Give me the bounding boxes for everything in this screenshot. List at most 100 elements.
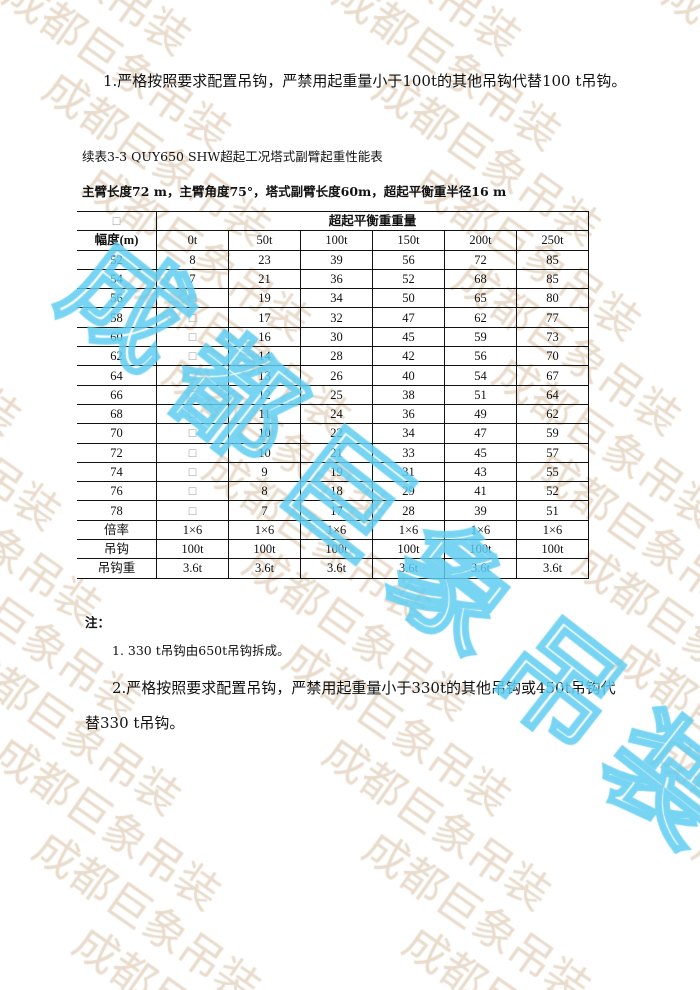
table-cell: 28 [372, 500, 445, 521]
note-2-continued: 替330 t吊钩。 [85, 714, 185, 732]
row-label: 66 [77, 384, 157, 405]
table-cell: 19 [300, 461, 373, 483]
table-cell: 77 [516, 307, 589, 328]
table-cell: 1×6 [372, 519, 445, 541]
table-cell: 3.6t [156, 558, 229, 579]
table-cell: 55 [516, 461, 589, 483]
table-cell: 3.6t [516, 558, 589, 579]
table-cell: □ [156, 288, 229, 309]
table-subtitle: 主臂长度72 m，主臂角度75°，塔式副臂长度60m，超起平衡重半径16 m [82, 184, 507, 199]
table-cell: 38 [372, 384, 445, 405]
table-cell: □ [156, 442, 229, 463]
column-header: 200t [444, 230, 517, 251]
table-cell: 36 [300, 268, 373, 290]
table-cell: 1×6 [444, 519, 517, 541]
table-cell: 50 [372, 288, 445, 309]
table-cell: 67 [516, 365, 589, 386]
table-cell: 47 [444, 423, 517, 444]
table-cell: 56 [372, 249, 445, 270]
table-cell: 52 [516, 481, 589, 502]
column-header: 0t [156, 230, 229, 251]
note-top: 1.严格按照要求配置吊钩，严禁用起重量小于100t的其他吊钩代替100 t吊钩。 [103, 72, 627, 90]
table-cell: 22 [300, 423, 373, 444]
table-cell: 51 [444, 384, 517, 405]
table-cell: 34 [300, 288, 373, 309]
table-cell: 25 [300, 384, 373, 405]
table-cell: □ [156, 481, 229, 502]
table-cell: 51 [516, 500, 589, 521]
table-cell: 36 [372, 403, 445, 425]
table-row: 70 □ 10 22 34 47 59 [77, 423, 589, 444]
row-label: 78 [77, 500, 157, 521]
table-cell: 85 [516, 268, 589, 290]
note-1: 1. 330 t吊钩由650t吊钩拆成。 [112, 643, 290, 658]
table-cell: 30 [300, 326, 373, 348]
table-cell: 21 [300, 442, 373, 463]
table-cell: 47 [372, 307, 445, 328]
row-label: 70 [77, 423, 157, 444]
table-cell: 28 [300, 346, 373, 367]
table-row: 56 □ 19 34 50 65 80 [77, 288, 589, 309]
table-row: 吊钩重 3.6t 3.6t 3.6t 3.6t 3.6t 3.6t [77, 558, 589, 579]
table-row: 78 □ 7 17 28 39 51 [77, 500, 589, 521]
table-row: 54 7 21 36 52 68 85 [77, 268, 589, 290]
table-row: 76 □ 8 18 29 41 52 [77, 481, 589, 502]
table-cell: 10 [228, 423, 301, 444]
table-cell: □ [156, 346, 229, 367]
table-cell: 41 [444, 481, 517, 502]
column-header-row: 幅度(m) 0t 50t 100t 150t 200t 250t [77, 230, 589, 251]
table-cell: □ [156, 403, 229, 425]
table-cell: 16 [228, 326, 301, 348]
table-cell: 13 [228, 365, 301, 386]
table-row: 64 □ 13 26 40 54 67 [77, 365, 589, 386]
table-cell: 70 [516, 346, 589, 367]
table-cell: 80 [516, 288, 589, 309]
column-header: 150t [372, 230, 445, 251]
column-header: 50t [228, 230, 301, 251]
row-label: 64 [77, 365, 157, 386]
row-label: 56 [77, 288, 157, 309]
table-cell: 73 [516, 326, 589, 348]
table-cell: 57 [516, 442, 589, 463]
table-cell: 8 [228, 481, 301, 502]
row-label: 58 [77, 307, 157, 328]
column-header: 250t [516, 230, 589, 251]
table-cell: 8 [156, 249, 229, 270]
table-cell: □ [156, 423, 229, 444]
table-cell: 18 [300, 481, 373, 502]
table-cell: 45 [372, 326, 445, 348]
table-cell: 10 [228, 442, 301, 463]
table-cell: □ [156, 384, 229, 405]
table-cell: □ [156, 365, 229, 386]
table-row: 72 □ 10 21 33 45 57 [77, 442, 589, 463]
table-cell: 1×6 [300, 519, 373, 541]
note-2: 2.严格按照要求配置吊钩，严禁用起重量小于330t的其他吊钩或450t吊钩代 [112, 679, 616, 697]
table-cell: 9 [228, 461, 301, 483]
table-cell: 29 [372, 481, 445, 502]
table-cell: 1×6 [228, 519, 301, 541]
table-cell: 42 [372, 346, 445, 367]
column-header: 100t [300, 230, 373, 251]
table-row: 52 8 23 39 56 72 85 [77, 249, 589, 270]
table-cell: 100t [372, 539, 445, 560]
table-cell: 1×6 [516, 519, 589, 541]
table-cell: 45 [444, 442, 517, 463]
table-cell: 3.6t [228, 558, 301, 579]
table-cell: 100t [228, 539, 301, 560]
table-cell: □ [156, 500, 229, 521]
table-cell: 1×6 [156, 519, 229, 541]
table-cell: 24 [300, 403, 373, 425]
table-cell: 85 [516, 249, 589, 270]
table-cell: 26 [300, 365, 373, 386]
table-cell: 43 [444, 461, 517, 483]
row-label: 吊钩 [77, 539, 157, 560]
corner-cell: □ [77, 210, 157, 232]
table-cell: 100t [516, 539, 589, 560]
table-cell: 59 [516, 423, 589, 444]
table-row: 68 □ 11 24 36 49 62 [77, 403, 589, 425]
table-header-row: □ 超起平衡重重量 [77, 210, 589, 232]
table-cell: 39 [300, 249, 373, 270]
table-cell: 3.6t [372, 558, 445, 579]
table-cell: 100t [156, 539, 229, 560]
row-label: 74 [77, 461, 157, 483]
